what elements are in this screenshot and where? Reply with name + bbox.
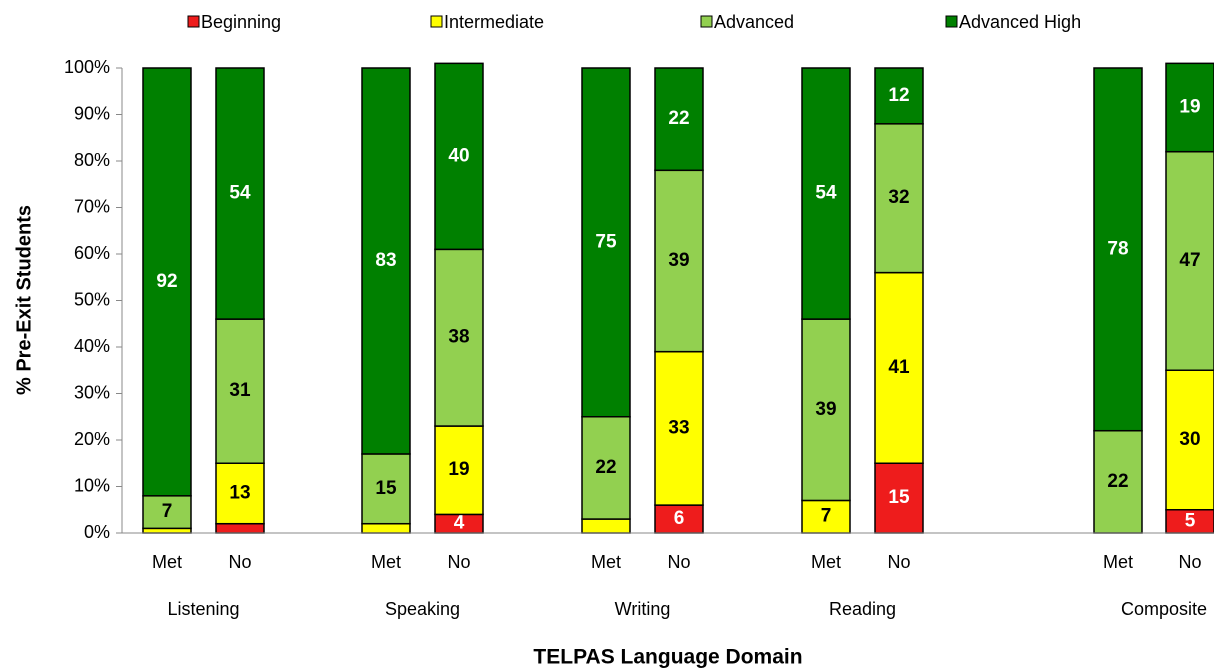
data-label: 13 xyxy=(229,482,250,503)
y-tick-label: 90% xyxy=(74,103,110,123)
bar-segment xyxy=(654,67,704,172)
data-label: 7 xyxy=(821,506,832,527)
y-tick-label: 0% xyxy=(84,522,110,542)
data-label: 32 xyxy=(888,187,909,208)
legend-label: Beginning xyxy=(201,12,281,32)
x-tick-label: Met xyxy=(591,552,621,572)
x-tick-label: No xyxy=(667,552,690,572)
data-label: 83 xyxy=(375,250,396,271)
y-tick-label: 50% xyxy=(74,289,110,309)
group-label: Speaking xyxy=(385,599,460,619)
bar-segment xyxy=(581,416,631,520)
group-label: Composite xyxy=(1121,599,1207,619)
bar-segment xyxy=(581,67,631,418)
bar-segment xyxy=(654,169,704,353)
group-label: Listening xyxy=(167,599,239,619)
y-tick-label: 70% xyxy=(74,196,110,216)
bar-segment xyxy=(361,67,411,455)
data-label: 22 xyxy=(1107,471,1128,492)
data-label: 12 xyxy=(888,85,909,106)
y-tick-label: 20% xyxy=(74,429,110,449)
data-label: 30 xyxy=(1179,429,1200,450)
y-tick-label: 100% xyxy=(64,57,110,77)
data-label: 47 xyxy=(1179,250,1200,271)
y-tick-label: 80% xyxy=(74,150,110,170)
data-label: 5 xyxy=(1185,510,1196,531)
x-tick-label: Met xyxy=(371,552,401,572)
y-tick-label: 40% xyxy=(74,336,110,356)
x-tick-label: No xyxy=(228,552,251,572)
legend-label: Advanced xyxy=(714,12,794,32)
y-tick-label: 30% xyxy=(74,382,110,402)
data-label: 38 xyxy=(448,327,469,348)
group-label: Writing xyxy=(615,599,671,619)
bar-segment xyxy=(434,425,484,516)
bar-segment xyxy=(874,271,924,464)
x-axis-label: TELPAS Language Domain xyxy=(533,646,802,669)
bar-segment xyxy=(434,62,484,251)
bar-segment xyxy=(215,522,265,534)
y-tick-label: 10% xyxy=(74,475,110,495)
bar-segment xyxy=(1165,150,1214,371)
data-label: 15 xyxy=(375,478,397,499)
data-label: 33 xyxy=(668,417,689,438)
data-label: 19 xyxy=(1179,97,1200,118)
data-label: 6 xyxy=(674,508,685,529)
bar-segment xyxy=(874,123,924,274)
data-label: 15 xyxy=(888,487,910,508)
data-label: 54 xyxy=(815,183,837,204)
group-label: Reading xyxy=(829,599,896,619)
bar-segment xyxy=(361,453,411,525)
x-tick-label: Met xyxy=(152,552,182,572)
x-tick-label: No xyxy=(887,552,910,572)
data-label: 22 xyxy=(668,108,689,129)
data-label: 31 xyxy=(229,380,251,401)
bar-segment xyxy=(801,67,851,320)
bar-segment xyxy=(1093,67,1143,432)
bar-segment xyxy=(215,67,265,320)
data-label: 4 xyxy=(454,513,465,534)
legend-swatch xyxy=(945,15,958,28)
legend-swatch xyxy=(430,15,443,28)
bar-segment xyxy=(801,318,851,502)
data-label: 75 xyxy=(595,231,617,252)
data-label: 19 xyxy=(448,459,469,480)
legend-swatch xyxy=(700,15,713,28)
bar-segment xyxy=(581,518,631,534)
bar-segment xyxy=(1165,369,1214,511)
x-tick-label: Met xyxy=(811,552,841,572)
data-label: 7 xyxy=(162,501,173,522)
legend-label: Advanced High xyxy=(959,12,1081,32)
data-label: 41 xyxy=(888,357,910,378)
data-label: 54 xyxy=(229,183,251,204)
data-label: 22 xyxy=(595,457,616,478)
data-label: 78 xyxy=(1107,238,1128,259)
x-tick-label: Met xyxy=(1103,552,1133,572)
y-tick-label: 60% xyxy=(74,243,110,263)
data-label: 39 xyxy=(815,399,836,420)
legend-swatch xyxy=(187,15,200,28)
data-label: 92 xyxy=(156,271,177,292)
x-tick-label: No xyxy=(447,552,470,572)
bar-segment xyxy=(361,522,411,534)
bar-segment xyxy=(1093,429,1143,534)
bar-segment xyxy=(1165,62,1214,153)
bar-segment xyxy=(142,67,192,497)
bar-segment xyxy=(434,248,484,427)
bar-segment xyxy=(874,67,924,125)
x-tick-label: No xyxy=(1178,552,1201,572)
data-label: 40 xyxy=(448,145,469,166)
data-label: 39 xyxy=(668,250,689,271)
legend-label: Intermediate xyxy=(444,12,544,32)
y-axis-label: % Pre-Exit Students xyxy=(13,205,35,395)
